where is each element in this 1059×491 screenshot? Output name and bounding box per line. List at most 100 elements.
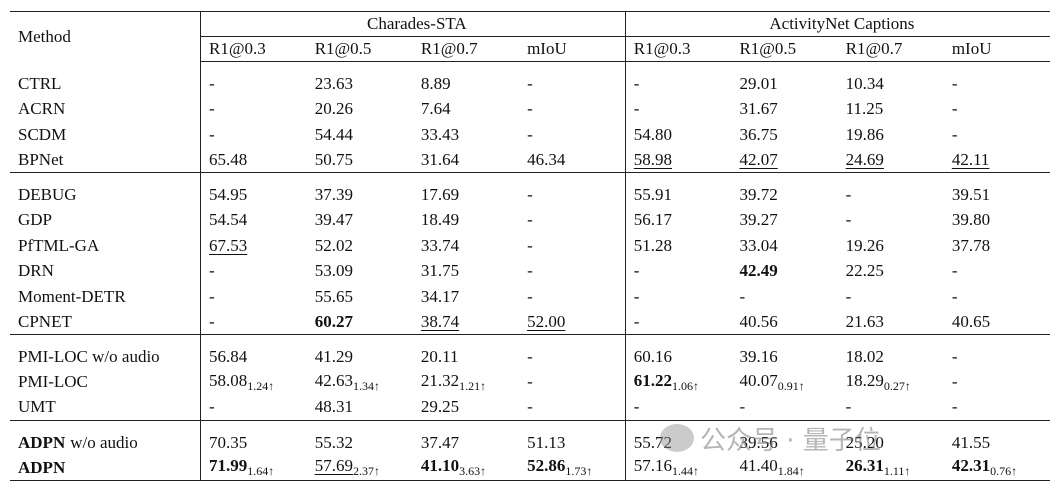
value-cell: 57.161.44↑ xyxy=(625,455,731,480)
value: - xyxy=(209,99,215,119)
value-cell: 37.47 xyxy=(412,419,520,456)
improvement: 0.27↑ xyxy=(883,378,911,393)
value: 65.48 xyxy=(209,149,248,169)
value: 42.49 xyxy=(739,261,778,281)
value: - xyxy=(951,74,958,94)
value: 39.80 xyxy=(951,210,991,230)
value-cell: 11.25 xyxy=(838,97,944,122)
value-cell: 18.49 xyxy=(413,208,519,233)
value: 39.16 xyxy=(739,347,778,367)
value-cell: 55.91 xyxy=(625,172,732,208)
value-cell: 55.65 xyxy=(307,284,413,309)
value-cell: 58.081.24↑ xyxy=(201,370,307,395)
value-cell: 19.26 xyxy=(838,233,944,258)
method-cell: BPNet xyxy=(10,147,201,173)
results-table: Method Charades-STA ActivityNet Captions… xyxy=(10,11,1050,482)
value: 58.08 xyxy=(209,370,248,390)
header-row: Method Charades-STA ActivityNet Captions xyxy=(10,11,1050,62)
value: 33.04 xyxy=(739,235,778,255)
value-cell: 39.16 xyxy=(731,334,838,370)
value: 55.91 xyxy=(633,185,672,205)
value-cell: 41.401.84↑ xyxy=(731,455,837,480)
value: 71.99 xyxy=(209,456,248,476)
value: 57.16 xyxy=(633,456,672,476)
value: - xyxy=(845,286,852,306)
value: 40.56 xyxy=(739,311,778,331)
value: - xyxy=(527,235,533,255)
value-cell: 50.75 xyxy=(307,147,413,172)
method-cell: SCDM xyxy=(10,121,201,148)
value-cell: - xyxy=(519,172,626,208)
value-cell: 31.75 xyxy=(413,258,519,283)
value-cell: 54.95 xyxy=(200,172,307,208)
improvement: 0.76↑ xyxy=(990,464,1018,479)
improvement: 1.73↑ xyxy=(565,464,593,479)
value-cell: 60.16 xyxy=(625,334,732,370)
value: - xyxy=(209,311,215,331)
value: 48.31 xyxy=(314,397,353,417)
value: 46.34 xyxy=(527,149,566,169)
value-cell: - xyxy=(944,97,1050,122)
value-cell: - xyxy=(201,284,307,309)
method-name: Moment-DETR xyxy=(18,286,126,306)
value: - xyxy=(739,397,746,417)
value: 41.29 xyxy=(314,347,353,367)
value-cell: - xyxy=(838,208,944,233)
table-row: Moment-DETR - 55.65 34.17 - - - - - xyxy=(10,283,1050,310)
table-row: BPNet 65.48 50.75 31.64 46.34 58.98 42.07 24.69… xyxy=(10,147,1050,173)
value-cell: 39.47 xyxy=(307,208,413,233)
value-cell: - xyxy=(944,370,1050,395)
value-cell: 10.34 xyxy=(838,62,944,97)
value: - xyxy=(951,286,958,306)
value: 39.47 xyxy=(314,210,353,230)
value: 38.74 xyxy=(420,311,460,331)
value: - xyxy=(527,99,533,119)
value: - xyxy=(527,74,533,94)
value-cell: - xyxy=(625,395,731,420)
value-cell: 54.44 xyxy=(307,122,413,147)
value-cell: 52.00 xyxy=(519,309,626,335)
value-cell: 26.311.11↑ xyxy=(838,455,944,480)
value-cell: 42.631.34↑ xyxy=(307,370,413,395)
value: 56.17 xyxy=(633,210,672,230)
value: 29.01 xyxy=(739,74,778,94)
value: 37.78 xyxy=(951,235,991,255)
method-name: SCDM xyxy=(18,124,67,144)
value-cell: 21.321.21↑ xyxy=(413,370,519,395)
value: - xyxy=(633,261,640,281)
value-cell: - xyxy=(519,61,626,97)
method-variant: w/o audio xyxy=(70,433,138,453)
value-cell: 17.69 xyxy=(412,172,520,208)
value: 33.43 xyxy=(420,124,460,144)
value-cell: - xyxy=(731,284,837,309)
value: 31.67 xyxy=(739,99,778,119)
value-cell: 56.84 xyxy=(200,334,307,370)
method-name: BPNet xyxy=(18,149,64,169)
improvement: 1.11↑ xyxy=(883,464,911,479)
improvement: 3.63↑ xyxy=(459,464,487,479)
value-cell: 71.991.64↑ xyxy=(201,455,307,480)
method-name: PMI-LOC xyxy=(18,372,88,392)
metric-header: R1@0.7 xyxy=(837,36,944,62)
table-row: DEBUG 54.95 37.39 17.69 - 55.91 39.72 - 39.51 xyxy=(10,172,1050,208)
value-cell: 38.74 xyxy=(413,309,519,334)
value: 18.29 xyxy=(845,370,884,390)
table-row: UMT - 48.31 29.25 - - - - - xyxy=(10,395,1050,421)
value-cell: - xyxy=(838,284,944,309)
value-cell: - xyxy=(837,172,944,208)
value: 17.69 xyxy=(420,185,460,205)
value-cell: 25.20 xyxy=(837,419,944,456)
method-name: CPNET xyxy=(18,311,72,331)
method-cell: PMI-LOC w/o audio xyxy=(10,334,201,370)
value-cell: 19.86 xyxy=(838,122,944,147)
value-cell: - xyxy=(201,62,307,97)
method-cell: ACRN xyxy=(10,96,201,122)
method-cell: DEBUG xyxy=(10,172,201,208)
value: - xyxy=(739,286,746,306)
value: - xyxy=(527,210,533,230)
value-cell: 34.17 xyxy=(413,284,519,309)
table-row: GDP 54.54 39.47 18.49 - 56.17 39.27 - 39.80 xyxy=(10,207,1050,234)
value: 52.02 xyxy=(314,235,353,255)
value: - xyxy=(951,397,958,417)
value-cell: - xyxy=(838,395,944,420)
